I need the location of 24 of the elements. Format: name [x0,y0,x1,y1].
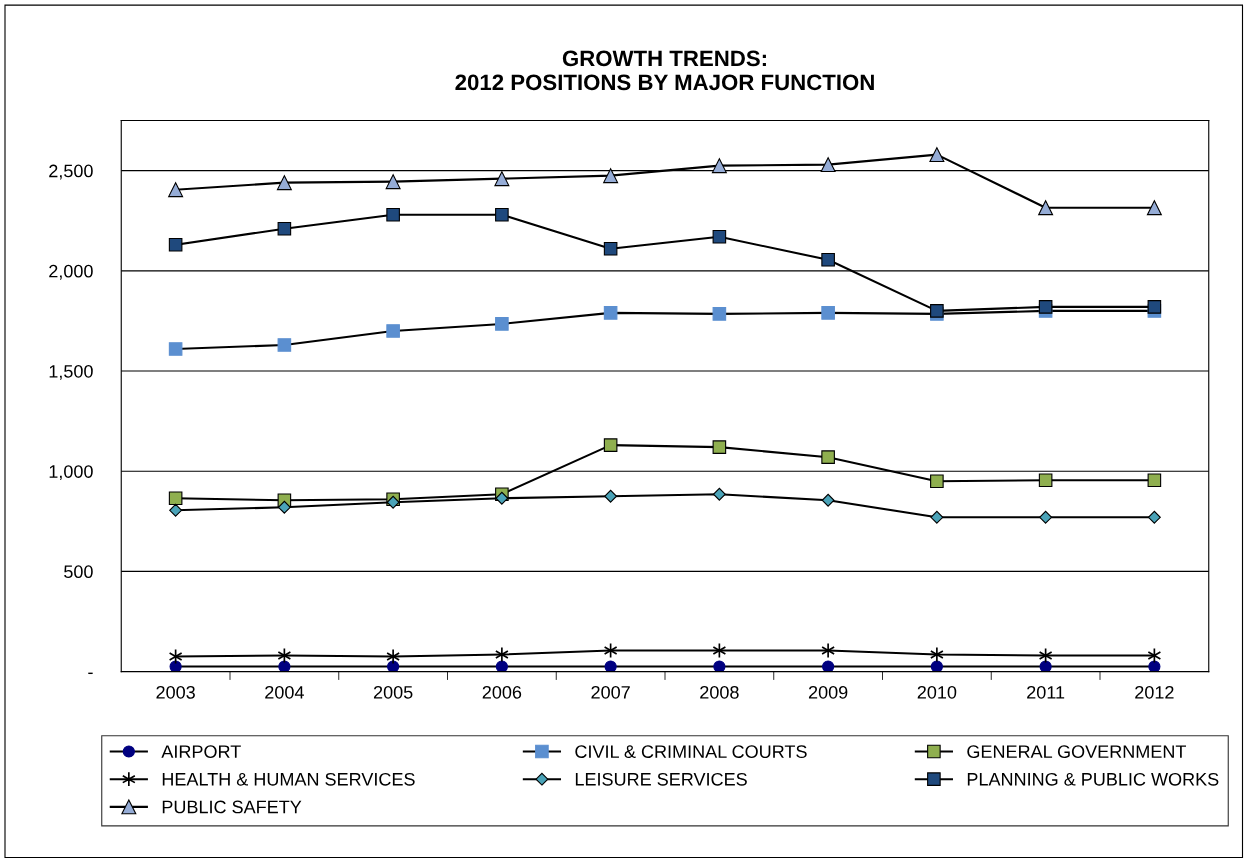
y-tick-label: 2,000 [49,264,93,280]
y-tick-label: 500 [64,565,93,579]
x-tick-label: 2003 [156,685,195,699]
x-tick-label: 2011 [1027,685,1065,699]
y-tick-label: 1,000 [49,465,93,481]
x-tick-label: 2010 [917,685,957,699]
y-tick-label: - [88,672,93,675]
legend-label: PUBLIC SAFETY [162,800,302,814]
x-tick-label: 2008 [700,685,739,699]
legend-label: PLANNING & PUBLIC WORKS [967,772,1219,786]
y-tick-label: 2,500 [49,164,93,180]
chart-title: GROWTH TRENDS: 2012 POSITIONS BY MAJOR FUNCTION [455,50,874,91]
x-tick-label: 2012 [1135,685,1174,699]
legend-label: GENERAL GOVERNMENT [967,745,1187,758]
legend-label: CIVIL & CRIMINAL COURTS [575,745,807,758]
legend-label: LEISURE SERVICES [575,772,747,786]
x-tick-label: 2004 [265,685,304,699]
x-tick-label: 2007 [591,685,630,699]
x-tick-label: 2005 [373,685,413,699]
x-tick-label: 2009 [808,685,848,699]
x-tick-label: 2006 [482,685,522,699]
legend-label: HEALTH & HUMAN SERVICES [162,772,415,786]
y-tick-label: 1,500 [49,364,93,380]
legend-label: AIRPORT [161,745,241,758]
